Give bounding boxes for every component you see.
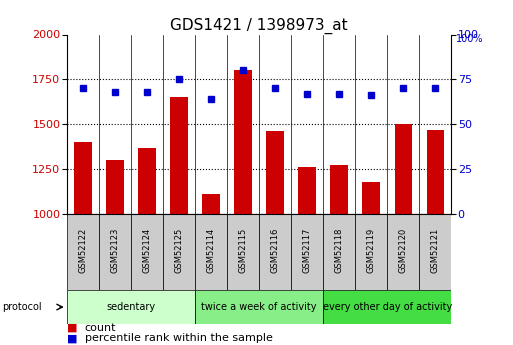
Bar bbox=[67, 214, 98, 290]
Bar bbox=[202, 194, 220, 214]
Text: GSM52119: GSM52119 bbox=[367, 228, 376, 273]
Text: GSM52122: GSM52122 bbox=[78, 228, 87, 273]
Text: sedentary: sedentary bbox=[106, 302, 155, 312]
Text: GSM52125: GSM52125 bbox=[174, 228, 184, 273]
Text: GSM52115: GSM52115 bbox=[239, 228, 248, 273]
Text: GSM52117: GSM52117 bbox=[303, 228, 312, 273]
Text: GSM52121: GSM52121 bbox=[431, 228, 440, 273]
Bar bbox=[355, 214, 387, 290]
Text: GSM52114: GSM52114 bbox=[206, 228, 215, 273]
Text: count: count bbox=[85, 323, 116, 333]
Text: protocol: protocol bbox=[3, 302, 42, 312]
Text: GSM52118: GSM52118 bbox=[334, 228, 344, 273]
Bar bbox=[138, 148, 155, 214]
Bar bbox=[291, 214, 323, 290]
Bar bbox=[330, 166, 348, 214]
Bar bbox=[234, 70, 252, 214]
Text: GSM52120: GSM52120 bbox=[399, 228, 408, 273]
Bar bbox=[170, 97, 188, 214]
Bar bbox=[98, 214, 131, 290]
Text: twice a week of activity: twice a week of activity bbox=[201, 302, 317, 312]
Bar bbox=[266, 131, 284, 214]
Bar bbox=[195, 290, 323, 324]
Bar bbox=[323, 214, 355, 290]
Bar bbox=[323, 290, 451, 324]
Text: every other day of activity: every other day of activity bbox=[323, 302, 452, 312]
Text: GSM52124: GSM52124 bbox=[142, 228, 151, 273]
Title: GDS1421 / 1398973_at: GDS1421 / 1398973_at bbox=[170, 18, 348, 34]
Bar bbox=[106, 160, 124, 214]
Bar bbox=[227, 214, 259, 290]
Text: percentile rank within the sample: percentile rank within the sample bbox=[85, 333, 272, 343]
Bar bbox=[195, 214, 227, 290]
Bar bbox=[420, 214, 451, 290]
Text: ■: ■ bbox=[67, 333, 77, 343]
Text: 100%: 100% bbox=[456, 34, 484, 45]
Bar bbox=[299, 167, 316, 214]
Bar bbox=[394, 124, 412, 214]
Bar bbox=[74, 142, 91, 214]
Bar bbox=[427, 130, 444, 214]
Bar bbox=[363, 181, 380, 214]
Text: GSM52123: GSM52123 bbox=[110, 228, 120, 273]
Bar bbox=[163, 214, 195, 290]
Text: GSM52116: GSM52116 bbox=[270, 228, 280, 273]
Bar bbox=[259, 214, 291, 290]
Bar bbox=[131, 214, 163, 290]
Bar bbox=[387, 214, 420, 290]
Text: ■: ■ bbox=[67, 323, 77, 333]
Bar bbox=[67, 290, 195, 324]
